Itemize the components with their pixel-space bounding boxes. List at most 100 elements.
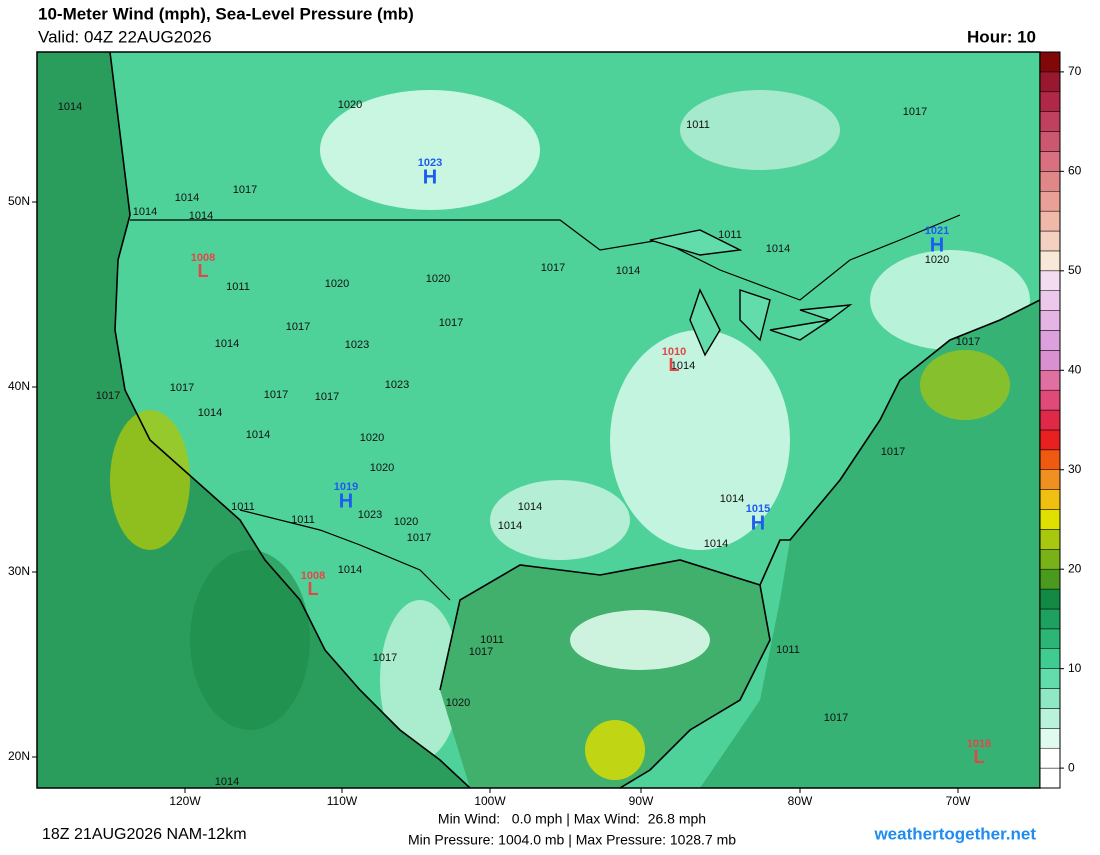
isobar-label: 1017 bbox=[96, 390, 120, 402]
low-pressure-value: 1008 bbox=[301, 570, 325, 582]
pressure-range: Min Pressure: 1004.0 mb | Max Pressure: … bbox=[408, 832, 736, 848]
isobar-label: 1023 bbox=[345, 339, 369, 351]
calm-area bbox=[380, 600, 460, 760]
calm-area bbox=[320, 90, 540, 210]
colorbar-segment bbox=[1039, 389, 1061, 411]
isobar-label: 1011 bbox=[226, 281, 250, 293]
isobar-label: 1020 bbox=[338, 99, 362, 111]
high-pressure-value: 1015 bbox=[746, 503, 770, 515]
low-pressure-symbol: L bbox=[308, 579, 319, 599]
colorbar-segment bbox=[1039, 608, 1061, 630]
isobar-label: 1017 bbox=[315, 391, 339, 403]
colorbar-segment bbox=[1039, 370, 1061, 391]
wind-maximum bbox=[110, 410, 190, 550]
isobar-label: 1017 bbox=[469, 646, 493, 658]
isobar-label: 1017 bbox=[903, 106, 927, 118]
isobar-label: 1017 bbox=[881, 446, 905, 458]
isobar-label: 1014 bbox=[766, 243, 790, 255]
isobar-label: 1014 bbox=[215, 338, 239, 350]
isobar-label: 1017 bbox=[439, 317, 463, 329]
isobar-label: 1020 bbox=[370, 462, 394, 474]
isobar-label: 1017 bbox=[541, 262, 565, 274]
isobar-label: 1014 bbox=[189, 210, 213, 222]
lon-label: 100W bbox=[474, 794, 506, 808]
colorbar-segment bbox=[1039, 71, 1061, 93]
isobar-label: 1011 bbox=[291, 514, 315, 526]
low-pressure-value: 1016 bbox=[967, 738, 991, 750]
colorbar-label: 0 bbox=[1068, 760, 1075, 774]
isobar-label: 1020 bbox=[426, 273, 450, 285]
isobar-label: 1023 bbox=[358, 509, 382, 521]
valid-time: Valid: 04Z 22AUG2026 bbox=[38, 27, 212, 46]
isobar-label: 1014 bbox=[175, 192, 199, 204]
isobar-label: 1011 bbox=[776, 644, 800, 656]
colorbar-segment bbox=[1039, 171, 1061, 192]
site-credit: weathertogether.net bbox=[873, 824, 1036, 843]
colorbar-label: 10 bbox=[1068, 661, 1082, 675]
colorbar-segment bbox=[1039, 270, 1061, 291]
colorbar-segment bbox=[1039, 549, 1061, 570]
low-pressure-value: 1008 bbox=[191, 252, 215, 264]
high-pressure-symbol: H bbox=[930, 234, 944, 256]
lon-label: 70W bbox=[946, 794, 971, 808]
lat-label: 30N bbox=[8, 564, 30, 578]
border bbox=[130, 214, 961, 301]
colorbar-segment bbox=[1039, 529, 1061, 550]
low-pressure-value: 1010 bbox=[662, 346, 686, 358]
colorbar: 0 10 20 30 40 50 60 70 bbox=[1039, 51, 1082, 789]
colorbar-segment bbox=[1039, 91, 1061, 112]
wind-maximum bbox=[585, 720, 645, 780]
high-pressure-symbol: H bbox=[423, 166, 437, 188]
great-lakes bbox=[649, 229, 853, 357]
colorbar-segment bbox=[1039, 290, 1061, 311]
isobar-label: 1023 bbox=[385, 379, 409, 391]
model-run: 18Z 21AUG2026 NAM-12km bbox=[42, 826, 247, 843]
lon-label: 90W bbox=[629, 794, 654, 808]
isobar-label: 1014 bbox=[498, 520, 522, 532]
wind-area bbox=[190, 550, 310, 730]
colorbar-segment bbox=[1039, 728, 1061, 749]
isobar-label: 1020 bbox=[925, 254, 949, 266]
isobar-label: 1020 bbox=[325, 278, 349, 290]
border bbox=[239, 509, 451, 601]
isobar-label: 1017 bbox=[286, 321, 310, 333]
colorbar-segment bbox=[1039, 210, 1061, 232]
colorbar-segment bbox=[1039, 409, 1061, 431]
isobar-label: 1011 bbox=[231, 501, 255, 513]
isobar-label: 1011 bbox=[686, 119, 710, 131]
isobar-label: 1020 bbox=[394, 516, 418, 528]
low-pressure-symbol: L bbox=[974, 747, 985, 767]
colorbar-segment bbox=[1039, 708, 1061, 729]
lon-label: 80W bbox=[788, 794, 813, 808]
isobar-labels: 1014 1020 1011 1017 1014 1017 1014 1014 1011 1020… bbox=[58, 99, 980, 788]
wind-maximum bbox=[920, 350, 1010, 420]
colorbar-label: 30 bbox=[1068, 462, 1082, 476]
isobar-label: 1014 bbox=[133, 206, 157, 218]
colorbar-frame bbox=[1039, 51, 1061, 789]
wind-range: Min Wind: 0.0 mph | Max Wind: 26.8 mph bbox=[438, 811, 706, 827]
colorbar-segment bbox=[1039, 131, 1061, 152]
colorbar-segment bbox=[1039, 588, 1061, 610]
colorbar-segment bbox=[1039, 190, 1061, 212]
colorbar-segment bbox=[1039, 310, 1061, 331]
isobar-label: 1014 bbox=[338, 564, 362, 576]
title: 10-Meter Wind (mph), Sea-Level Pressure … bbox=[38, 4, 414, 23]
calm-area bbox=[570, 610, 710, 670]
colorbar-segment bbox=[1039, 469, 1061, 490]
colorbar-segment bbox=[1039, 330, 1061, 351]
isobar-label: 1020 bbox=[360, 432, 384, 444]
colorbar-segment bbox=[1039, 51, 1061, 73]
coastline bbox=[109, 52, 1040, 788]
forecast-hour: Hour: 10 bbox=[967, 27, 1036, 46]
low-pressure-symbol: L bbox=[669, 355, 680, 375]
map-axes: 50N 40N 30N 20N 120W 110W 100W 90W 80W 70W bbox=[8, 194, 971, 808]
colorbar-label: 50 bbox=[1068, 263, 1082, 277]
gulf-of-mexico bbox=[440, 560, 770, 788]
colorbar-label: 20 bbox=[1068, 561, 1082, 575]
isobar-label: 1017 bbox=[170, 382, 194, 394]
colorbar-segment bbox=[1039, 628, 1061, 650]
isobar-label: 1014 bbox=[720, 493, 744, 505]
high-pressure-symbol: H bbox=[751, 512, 765, 534]
isobar-label: 1014 bbox=[198, 407, 222, 419]
